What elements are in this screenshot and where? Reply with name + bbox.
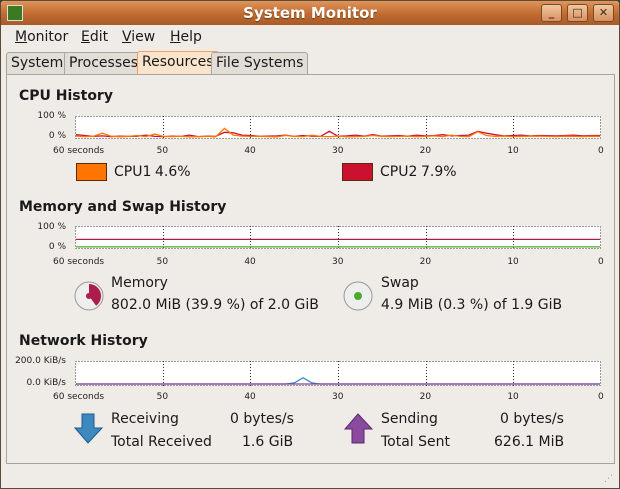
sending-label: Sending: [381, 411, 438, 427]
menu-bar: Monitor Edit View Help: [1, 25, 619, 49]
memory-label: Memory: [111, 275, 168, 291]
receiving-line: [76, 376, 600, 385]
cpu-y-max: 100 %: [37, 111, 66, 121]
cpu2-value: 7.9%: [421, 164, 457, 180]
x-tick-label: 0: [598, 257, 604, 267]
x-tick-label: 50: [156, 146, 169, 156]
receiving-label: Receiving: [111, 411, 179, 427]
resources-panel: [6, 74, 615, 464]
x-tick-label: 40: [244, 257, 256, 267]
network-history-graph: [75, 361, 601, 386]
cpu1-label: CPU1: [114, 164, 152, 180]
graph-border: [75, 226, 601, 249]
title-bar[interactable]: System Monitor _ □ ✕: [1, 1, 619, 25]
graph-border: [75, 116, 601, 139]
resize-grip[interactable]: ⋰: [604, 474, 613, 484]
menu-edit[interactable]: Edit: [81, 29, 109, 45]
x-tick-label: 60 seconds: [53, 257, 105, 267]
x-tick-label: 10: [507, 392, 519, 402]
maximize-button[interactable]: □: [567, 4, 588, 22]
memory-pie-icon[interactable]: [73, 280, 105, 312]
menu-help[interactable]: Help: [170, 29, 202, 45]
close-button[interactable]: ✕: [593, 4, 614, 22]
sending-value: 0 bytes/s: [500, 411, 564, 427]
network-y-min: 0.0 KiB/s: [26, 378, 66, 388]
total-sent-value: 626.1 MiB: [494, 434, 565, 450]
network-y-max: 200.0 KiB/s: [15, 356, 66, 366]
memory-history-graph: [75, 226, 601, 249]
total-sent-label: Total Sent: [381, 434, 451, 450]
cpu-y-min: 0 %: [48, 131, 66, 141]
x-tick-label: 0: [598, 392, 604, 402]
x-tick-label: 60 seconds: [53, 146, 105, 156]
memory-history-heading: Memory and Swap History: [19, 199, 227, 215]
total-received-value: 1.6 GiB: [242, 434, 294, 450]
cpu-history-heading: CPU History: [19, 88, 113, 104]
x-tick-label: 10: [507, 146, 519, 156]
menu-monitor[interactable]: Monitor: [15, 29, 69, 45]
cpu2-color-swatch[interactable]: [342, 163, 373, 181]
tab-resources[interactable]: Resources: [137, 51, 219, 74]
memory-value: 802.0 MiB (39.9 %) of 2.0 GiB: [111, 297, 319, 313]
cpu1-color-swatch[interactable]: [76, 163, 107, 181]
memory-y-min: 0 %: [48, 242, 66, 252]
memory-y-max: 100 %: [37, 222, 66, 232]
total-received-label: Total Received: [111, 434, 212, 450]
x-tick-label: 40: [244, 146, 256, 156]
x-tick-label: 50: [156, 392, 169, 402]
x-tick-label: 10: [507, 257, 519, 267]
x-tick-label: 30: [332, 392, 344, 402]
network-history-heading: Network History: [19, 333, 148, 349]
receiving-value: 0 bytes/s: [230, 411, 294, 427]
cpu1-line: [75, 127, 601, 138]
x-tick-label: 20: [419, 257, 432, 267]
swap-pie-icon[interactable]: [342, 280, 374, 312]
x-tick-label: 60 seconds: [53, 392, 105, 402]
cpu-history-graph: [75, 116, 601, 139]
menu-view[interactable]: View: [122, 29, 156, 45]
x-tick-label: 30: [332, 146, 344, 156]
x-tick-label: 0: [598, 146, 604, 156]
x-tick-label: 50: [156, 257, 169, 267]
window-title: System Monitor: [243, 4, 377, 22]
x-tick-label: 20: [419, 146, 432, 156]
tab-file-systems[interactable]: File Systems: [211, 52, 309, 75]
app-icon: [7, 5, 23, 21]
tab-system[interactable]: System: [6, 52, 69, 75]
x-tick-label: 20: [419, 392, 432, 402]
tab-processes[interactable]: Processes: [64, 52, 144, 75]
status-bar: ⋰: [1, 464, 619, 488]
cpu1-value: 4.6%: [155, 164, 191, 180]
x-tick-label: 30: [332, 257, 344, 267]
x-tick-label: 40: [244, 392, 256, 402]
cpu2-label: CPU2: [380, 164, 418, 180]
receiving-arrow-icon: [74, 413, 104, 444]
swap-value: 4.9 MiB (0.3 %) of 1.9 GiB: [381, 297, 563, 313]
sending-arrow-icon: [344, 413, 374, 444]
graph-border: [75, 361, 601, 386]
minimize-button[interactable]: _: [541, 4, 562, 22]
swap-label: Swap: [381, 275, 419, 291]
